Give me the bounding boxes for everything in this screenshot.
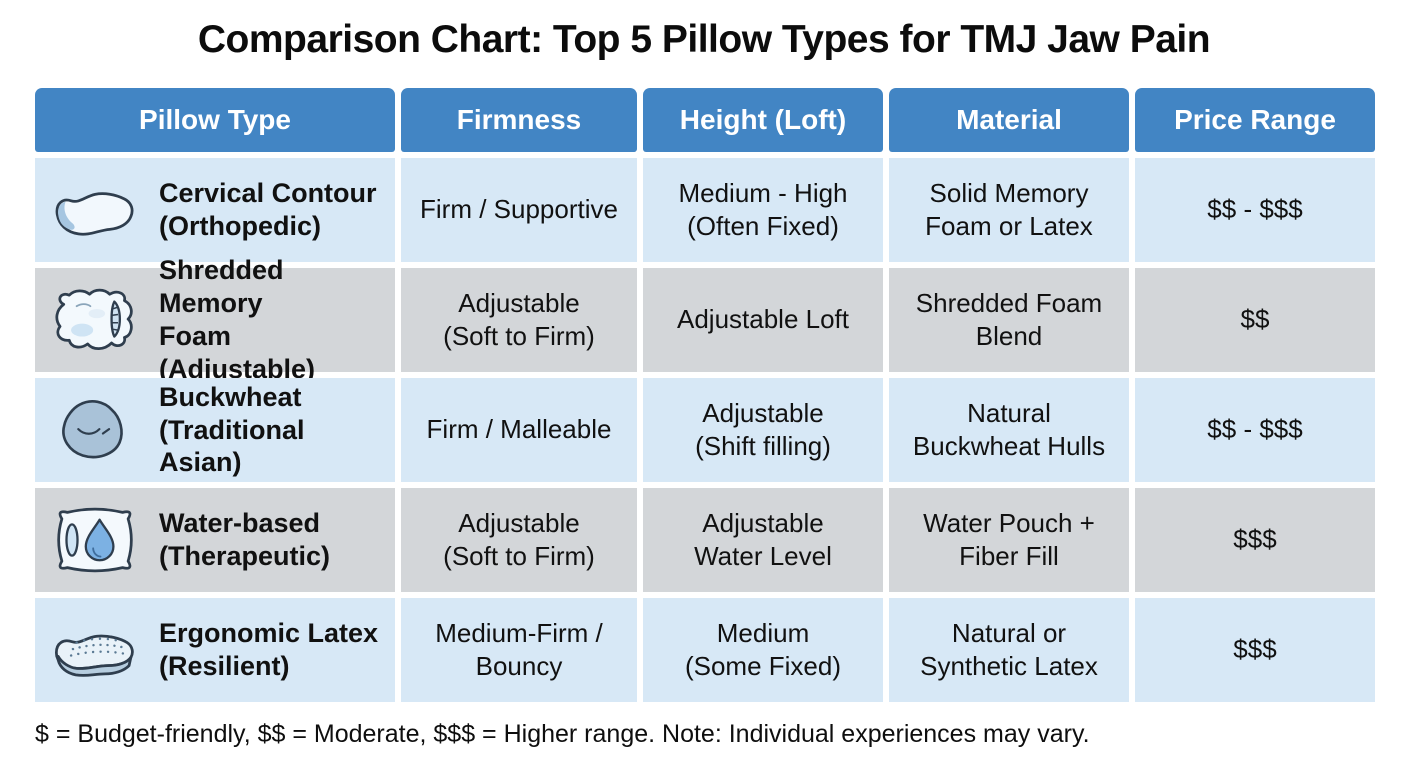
material-cell: Solid Memory Foam or Latex (889, 158, 1129, 262)
shredded-pillow-icon (47, 284, 143, 356)
pillow-type-label: Cervical Contour (Orthopedic) (159, 178, 377, 241)
table-row-ergonomic-latex-name-cell: Ergonomic Latex (Resilient) (35, 598, 395, 702)
height-loft-cell: Adjustable Water Level (643, 488, 883, 592)
firmness-cell: Firm / Supportive (401, 158, 637, 262)
height-loft-cell: Adjustable Loft (643, 268, 883, 372)
price-range-cell: $$ - $$$ (1135, 378, 1375, 482)
pillow-type-label: Shredded Memory Foam (Adjustable) (159, 255, 316, 384)
pillow-type-label: Buckwheat (Traditional Asian) (159, 381, 305, 478)
material-cell: Natural Buckwheat Hulls (889, 378, 1129, 482)
height-loft-cell: Medium (Some Fixed) (643, 598, 883, 702)
comparison-table: Pillow Type Firmness Height (Loft) Mater… (35, 88, 1375, 702)
column-header-pillow-type: Pillow Type (35, 88, 395, 152)
material-cell: Natural or Synthetic Latex (889, 598, 1129, 702)
column-header-height-loft: Height (Loft) (643, 88, 883, 152)
price-range-cell: $$$ (1135, 598, 1375, 702)
price-range-cell: $$$ (1135, 488, 1375, 592)
firmness-cell: Adjustable (Soft to Firm) (401, 488, 637, 592)
height-loft-cell: Medium - High (Often Fixed) (643, 158, 883, 262)
contour-pillow-icon (47, 174, 143, 246)
material-cell: Shredded Foam Blend (889, 268, 1129, 372)
height-loft-cell: Adjustable (Shift filling) (643, 378, 883, 482)
buckwheat-pillow-icon (47, 394, 143, 466)
table-row-cervical-contour-name-cell: Cervical Contour (Orthopedic) (35, 158, 395, 262)
water-pillow-icon (47, 504, 143, 576)
price-legend-note: $ = Budget-friendly, $$ = Moderate, $$$ … (35, 720, 1090, 748)
material-cell: Water Pouch + Fiber Fill (889, 488, 1129, 592)
column-header-price-range: Price Range (1135, 88, 1375, 152)
column-header-firmness: Firmness (401, 88, 637, 152)
table-row-buckwheat-name-cell: Buckwheat (Traditional Asian) (35, 378, 395, 482)
pillow-type-label: Ergonomic Latex (Resilient) (159, 618, 379, 681)
pillow-type-label: Water-based (Therapeutic) (159, 508, 331, 571)
page-title: Comparison Chart: Top 5 Pillow Types for… (197, 18, 1211, 61)
column-header-material: Material (889, 88, 1129, 152)
table-row-shredded-foam-name-cell: Shredded Memory Foam (Adjustable) (35, 255, 395, 384)
table-row-water-based-name-cell: Water-based (Therapeutic) (35, 488, 395, 592)
firmness-cell: Firm / Malleable (401, 378, 637, 482)
latex-pillow-icon (47, 614, 143, 686)
firmness-cell: Medium-Firm / Bouncy (401, 598, 637, 702)
price-range-cell: $$ - $$$ (1135, 158, 1375, 262)
firmness-cell: Adjustable (Soft to Firm) (401, 268, 637, 372)
price-range-cell: $$ (1135, 268, 1375, 372)
